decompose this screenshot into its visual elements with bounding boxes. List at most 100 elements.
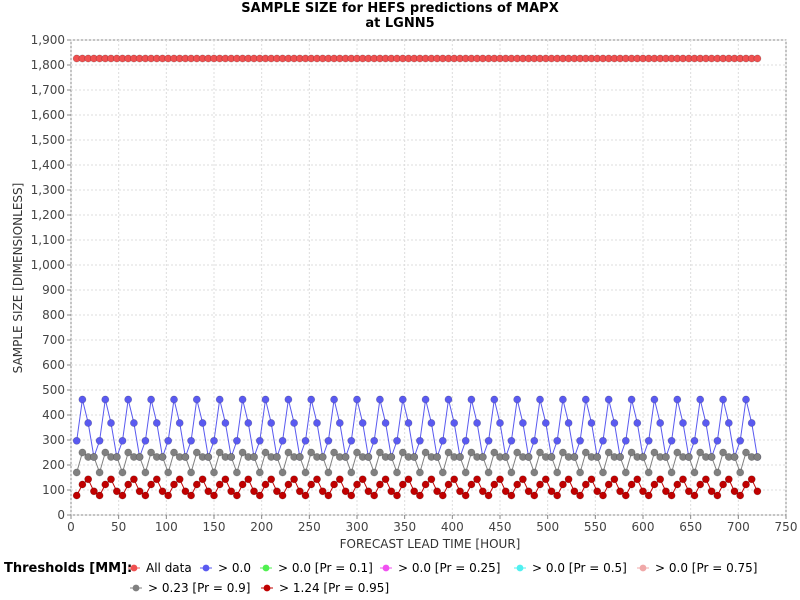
x-axis-label: FORECAST LEAD TIME [HOUR] xyxy=(340,537,521,551)
y-tick-label: 1,800 xyxy=(31,58,65,72)
data-point xyxy=(644,491,653,500)
data-point xyxy=(250,453,258,461)
data-point xyxy=(393,491,401,500)
data-point xyxy=(559,395,567,404)
data-point xyxy=(118,436,127,445)
series-layer xyxy=(72,54,762,500)
legend-swatch-marker xyxy=(382,564,390,572)
data-point xyxy=(78,395,87,404)
data-point xyxy=(427,419,436,427)
data-point xyxy=(175,475,184,484)
data-point xyxy=(644,436,653,445)
data-point xyxy=(576,468,584,477)
data-point xyxy=(221,419,230,427)
data-point xyxy=(415,468,424,477)
y-tick-label: 1,500 xyxy=(31,133,65,147)
series-7 xyxy=(72,475,762,500)
data-point xyxy=(267,419,276,427)
data-point xyxy=(707,487,716,496)
data-point xyxy=(129,419,138,427)
data-point xyxy=(72,468,81,477)
legend-swatch-marker xyxy=(132,584,140,592)
legend-item: > 0.23 [Pr = 0.9] xyxy=(130,581,251,595)
data-point xyxy=(272,487,281,496)
data-point xyxy=(519,419,527,427)
data-point xyxy=(244,419,253,427)
data-point xyxy=(284,448,293,457)
data-point xyxy=(673,480,682,489)
data-point xyxy=(78,448,87,457)
legend-title: Thresholds [MM]: xyxy=(4,561,132,576)
data-point xyxy=(90,487,98,496)
data-point xyxy=(112,487,121,496)
data-point xyxy=(456,453,464,461)
data-point xyxy=(667,436,676,445)
data-point xyxy=(393,468,401,477)
data-point xyxy=(730,487,739,496)
data-point xyxy=(673,395,682,404)
data-point xyxy=(101,480,110,489)
y-tick-label: 1,900 xyxy=(31,33,65,47)
data-point xyxy=(421,395,430,404)
data-point xyxy=(576,491,584,500)
data-point xyxy=(753,453,762,461)
data-point xyxy=(496,475,504,484)
data-point xyxy=(461,491,470,500)
x-tick-label: 150 xyxy=(203,520,226,534)
data-point xyxy=(232,468,241,477)
data-point xyxy=(204,453,213,461)
data-point xyxy=(261,448,270,457)
data-point xyxy=(364,453,373,461)
data-point xyxy=(335,475,344,484)
data-point xyxy=(272,453,281,461)
legend-swatch-marker xyxy=(639,564,647,572)
y-tick-label: 1,100 xyxy=(31,233,65,247)
x-axis-ticks: 0 50 100 150 200 250 300 350 400 450 500 550 600 650 7… xyxy=(67,515,797,534)
data-point xyxy=(484,436,493,445)
data-point xyxy=(444,448,453,457)
legend-label: All data xyxy=(146,561,192,575)
data-point xyxy=(421,448,430,457)
data-point xyxy=(484,468,493,477)
y-tick-label: 1,700 xyxy=(31,83,65,97)
data-point xyxy=(170,448,178,457)
data-point xyxy=(690,436,699,445)
data-point xyxy=(627,480,636,489)
data-point xyxy=(135,487,144,496)
data-point xyxy=(101,395,110,404)
data-point xyxy=(244,475,253,484)
data-point xyxy=(215,480,224,489)
data-point xyxy=(318,487,327,496)
data-point xyxy=(301,436,310,445)
data-point xyxy=(450,475,459,484)
grid xyxy=(70,39,787,516)
legend-item: > 0.0 [Pr = 0.75] xyxy=(637,561,758,575)
data-point xyxy=(633,475,642,484)
x-tick-label: 700 xyxy=(727,520,750,534)
legend: Thresholds [MM]: All data > 0.0 > 0.0 [Pr … xyxy=(4,561,758,595)
data-point xyxy=(616,453,624,461)
data-point xyxy=(667,491,676,500)
data-point xyxy=(667,468,676,477)
data-point xyxy=(713,468,722,477)
data-point xyxy=(450,419,459,427)
data-point xyxy=(438,468,447,477)
x-tick-label: 500 xyxy=(536,520,559,534)
data-point xyxy=(370,468,379,477)
x-tick-label: 400 xyxy=(441,520,464,534)
series-0 xyxy=(72,54,762,63)
data-point xyxy=(404,475,413,484)
data-point xyxy=(536,395,544,404)
data-point xyxy=(158,487,167,496)
data-point xyxy=(576,436,584,445)
data-point xyxy=(415,491,424,500)
data-point xyxy=(536,480,544,489)
data-point xyxy=(696,448,705,457)
y-tick-label: 900 xyxy=(42,283,65,297)
data-point xyxy=(541,419,550,427)
data-point xyxy=(181,453,190,461)
data-point xyxy=(679,419,687,427)
data-point xyxy=(101,448,110,457)
data-point xyxy=(335,419,344,427)
data-point xyxy=(707,453,716,461)
